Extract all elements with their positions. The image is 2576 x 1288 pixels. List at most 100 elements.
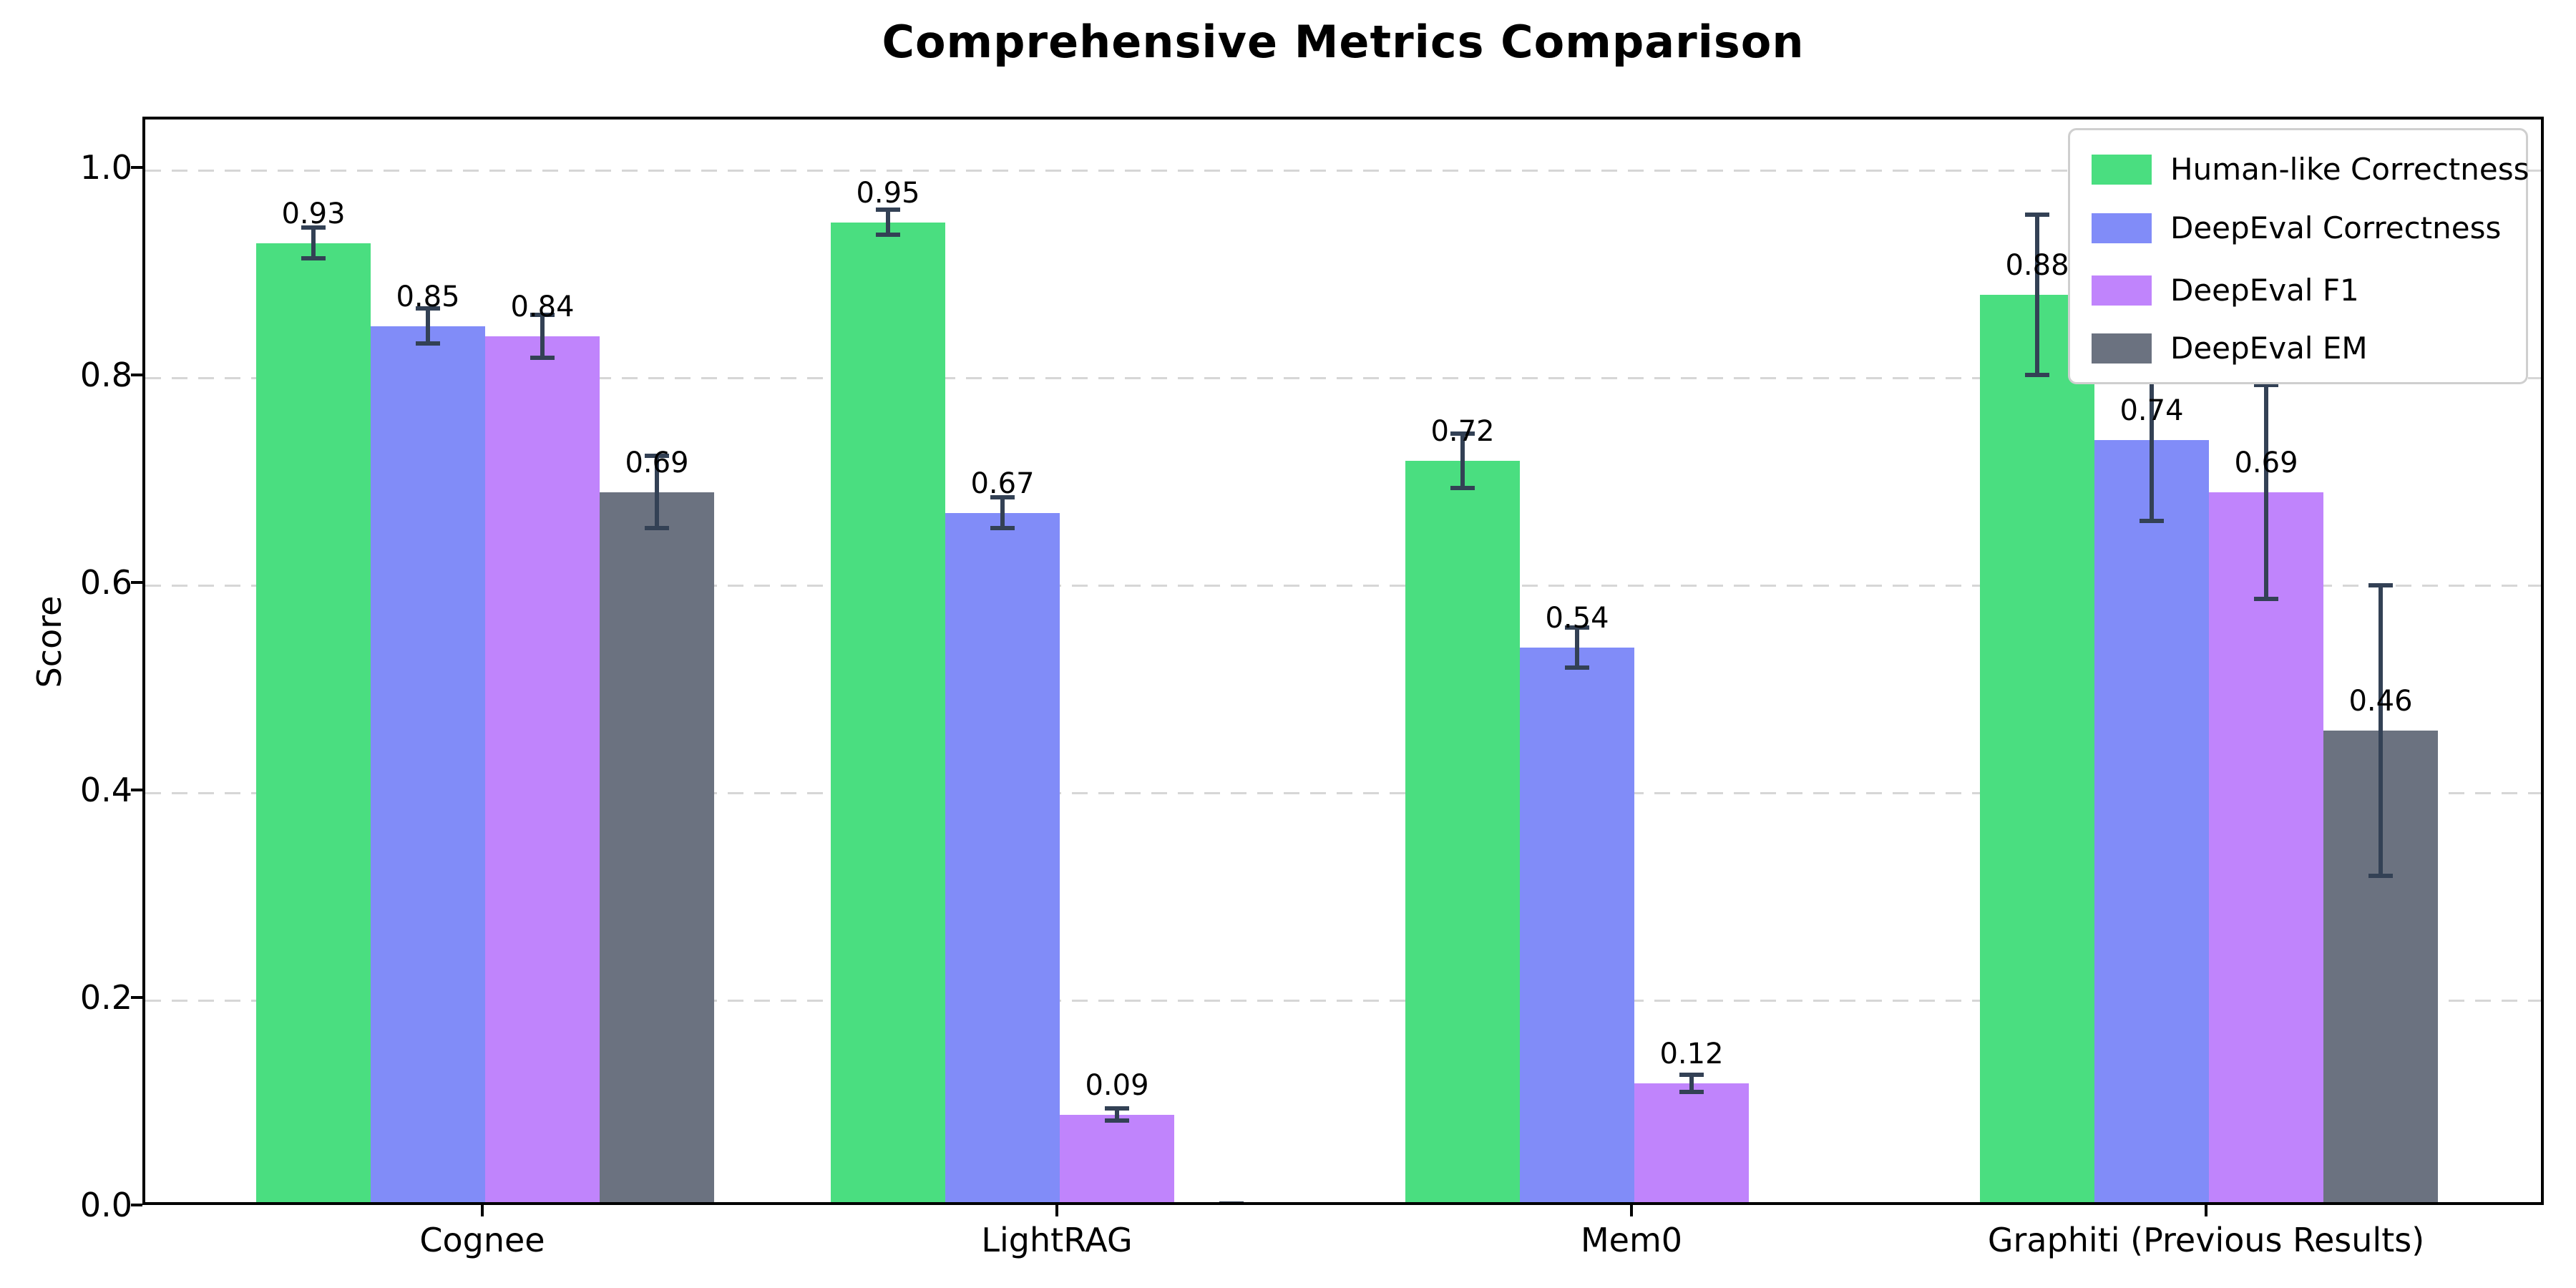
legend-label: DeepEval F1 — [2170, 273, 2359, 308]
error-bar-cap — [2025, 213, 2049, 218]
error-bar-cap — [645, 526, 669, 531]
y-tick-label-0.4: 0.4 — [79, 771, 132, 809]
error-bar-cap — [1219, 1201, 1244, 1202]
error-bar — [311, 227, 316, 259]
bar-value-label: 0.93 — [281, 197, 346, 230]
x-axis-tick — [481, 1205, 484, 1216]
error-bar-cap — [1450, 485, 1475, 490]
x-tick-label-mem0: Mem0 — [1580, 1221, 1683, 1259]
bar-value-label: 0.54 — [1545, 602, 1609, 635]
error-bar-cap — [990, 526, 1015, 531]
y-axis-label: Score — [30, 595, 69, 688]
bar-human-like-correctness-cognee — [256, 243, 371, 1202]
error-bar-cap — [416, 306, 440, 311]
legend-item-deepeval-correctness: DeepEval Correctness — [2070, 207, 2526, 250]
x-tick-label-graphiti-previous-results-: Graphiti (Previous Results) — [1987, 1221, 2425, 1259]
bar-value-label: 0.85 — [396, 280, 460, 313]
legend-swatch-icon — [2092, 155, 2152, 185]
gridline-0.4 — [145, 792, 2541, 794]
bar-deepeval-correctness-graphiti-previous-results- — [2094, 440, 2209, 1202]
error-bar-cap — [2025, 372, 2049, 377]
legend-label: Human-like Correctness — [2170, 152, 2529, 187]
y-axis-tick — [131, 1204, 142, 1206]
error-bar-cap — [645, 453, 669, 458]
bar-value-label: 0.72 — [1430, 415, 1495, 448]
bar-human-like-correctness-graphiti-previous-results- — [1980, 295, 2094, 1202]
error-bar — [2379, 585, 2383, 876]
error-bar-cap — [1794, 1203, 1818, 1205]
bar-value-label: 0.09 — [1085, 1068, 1149, 1102]
error-bar — [426, 308, 430, 344]
error-bar — [2150, 358, 2154, 522]
error-bar-cap — [1679, 1089, 1704, 1094]
error-bar-cap — [2140, 519, 2164, 524]
error-bar-cap — [301, 225, 326, 230]
legend-swatch-icon — [2092, 213, 2152, 243]
error-bar-cap — [990, 494, 1015, 499]
error-bar-cap — [1565, 625, 1589, 630]
legend-label: DeepEval Correctness — [2170, 210, 2502, 245]
legend-swatch-icon — [2092, 333, 2152, 364]
y-axis-tick — [131, 996, 142, 999]
x-axis-tick — [1630, 1205, 1633, 1216]
y-tick-label-0.2: 0.2 — [79, 978, 132, 1017]
legend-label: DeepEval EM — [2170, 331, 2368, 366]
bar-deepeval-f1-cognee — [485, 336, 600, 1202]
y-tick-label-0.8: 0.8 — [79, 356, 132, 394]
error-bar — [2264, 385, 2268, 599]
gridline-0.2 — [145, 1000, 2541, 1002]
error-bar-cap — [2368, 874, 2393, 878]
bar-human-like-correctness-lightrag — [831, 222, 945, 1202]
error-bar-cap — [1679, 1073, 1704, 1078]
y-tick-label-0.0: 0.0 — [79, 1186, 132, 1224]
bar-deepeval-correctness-lightrag — [945, 512, 1060, 1202]
bar-value-label: 0.67 — [970, 467, 1035, 500]
x-axis-tick — [1055, 1205, 1058, 1216]
error-bar — [1689, 1075, 1694, 1092]
error-bar — [1115, 1108, 1119, 1121]
error-bar-cap — [1105, 1106, 1129, 1111]
bar-value-label: 0.69 — [2234, 446, 2298, 479]
error-bar-cap — [1565, 665, 1589, 670]
gridline-0.8 — [145, 377, 2541, 379]
error-bar — [886, 210, 890, 235]
error-bar — [1575, 628, 1579, 668]
bar-deepeval-f1-graphiti-previous-results- — [2209, 492, 2323, 1202]
error-bar-cap — [2254, 383, 2278, 388]
x-tick-label-cognee: Cognee — [419, 1221, 545, 1259]
gridline-1.0 — [145, 170, 2541, 172]
bar-value-label: 0.12 — [1659, 1038, 1724, 1070]
error-bar — [1460, 434, 1465, 488]
error-bar-cap — [416, 341, 440, 346]
y-axis-tick — [131, 581, 142, 584]
error-bar-cap — [2254, 596, 2278, 601]
bar-value-label: 0.46 — [2348, 685, 2413, 718]
gridline-0.6 — [145, 585, 2541, 587]
bar-value-label: 0.88 — [2005, 249, 2069, 282]
legend-box: Human-like Correctness DeepEval Correctne… — [2068, 128, 2529, 384]
x-tick-label-lightrag: LightRAG — [981, 1221, 1133, 1259]
y-tick-label-0.6: 0.6 — [79, 563, 132, 602]
error-bar-cap — [530, 356, 555, 361]
error-bar — [2035, 215, 2039, 375]
bar-deepeval-correctness-mem0 — [1520, 648, 1634, 1202]
bar-deepeval-f1-mem0 — [1634, 1083, 1749, 1202]
legend-swatch-icon — [2092, 275, 2152, 306]
bar-deepeval-em-cognee — [600, 492, 714, 1202]
y-tick-label-1.0: 1.0 — [79, 148, 132, 187]
error-bar — [540, 314, 545, 358]
chart-title: Comprehensive Metrics Comparison — [882, 16, 1805, 68]
error-bar-cap — [876, 208, 900, 213]
error-bar-cap — [1450, 431, 1475, 436]
bar-human-like-correctness-mem0 — [1405, 461, 1520, 1202]
bar-value-label: 0.74 — [2119, 394, 2184, 427]
legend-item-human-like-correctness: Human-like Correctness — [2070, 148, 2529, 191]
legend-item-deepeval-em: DeepEval EM — [2070, 327, 2526, 370]
y-axis-tick — [131, 374, 142, 376]
error-bar-cap — [2368, 583, 2393, 587]
error-bar — [1000, 497, 1005, 529]
bar-deepeval-correctness-cognee — [371, 326, 485, 1202]
y-axis-tick — [131, 166, 142, 169]
error-bar-cap — [530, 312, 555, 317]
